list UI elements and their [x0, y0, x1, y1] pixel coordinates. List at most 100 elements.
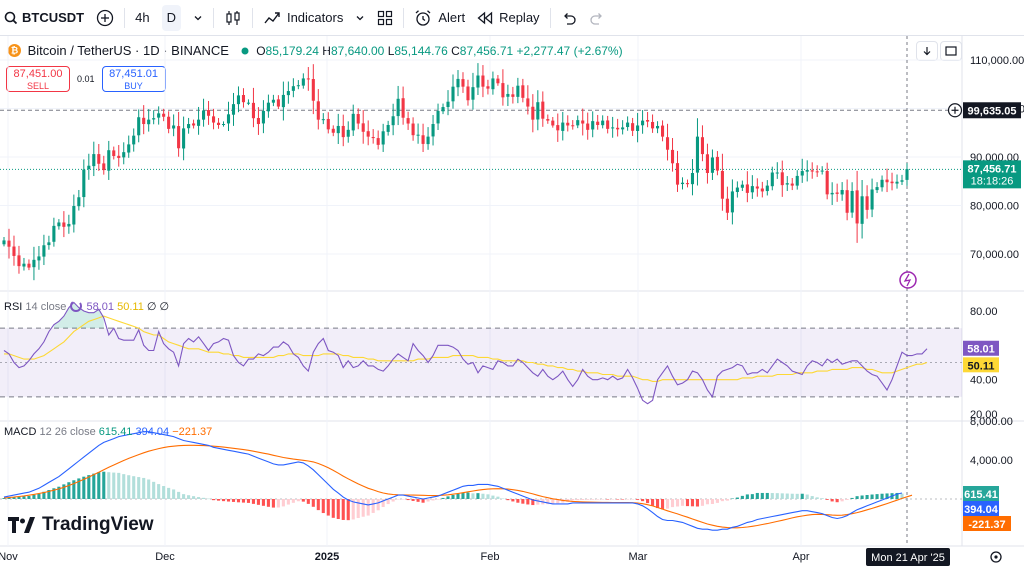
toolbar-divider — [549, 7, 551, 28]
rsi-band — [0, 328, 962, 397]
candle-body — [142, 117, 146, 125]
candle-body — [351, 113, 355, 131]
candle-body — [461, 79, 465, 87]
timeframe-d[interactable]: D — [156, 0, 187, 36]
macd-histogram-bar — [376, 499, 380, 511]
candle-body — [411, 123, 415, 136]
redo-button[interactable] — [583, 0, 611, 36]
price-change: +2,277.47 (+2.67%) — [516, 44, 623, 58]
macd-histogram-bar — [735, 497, 739, 499]
undo-button[interactable] — [555, 0, 583, 36]
candle-body — [301, 78, 305, 86]
indicators-button[interactable]: Indicators — [257, 0, 349, 36]
macd-histogram-bar — [715, 499, 719, 503]
candle-body — [571, 125, 575, 127]
macd-histogram-bar — [566, 499, 570, 502]
candle-body — [576, 120, 580, 126]
macd-histogram-bar — [890, 493, 894, 499]
chart-type-button[interactable] — [218, 0, 248, 36]
candle-body — [311, 79, 315, 101]
replay-button[interactable]: Replay — [471, 0, 545, 36]
scroll-to-realtime-button[interactable] — [916, 41, 938, 61]
candle-body — [102, 163, 106, 171]
macd-histogram-bar — [172, 489, 176, 499]
timeframe-dropdown[interactable] — [187, 0, 209, 36]
macd-histogram-bar — [351, 499, 355, 520]
candle-body — [326, 118, 330, 130]
candle-body — [67, 223, 71, 227]
macd-histogram-bar — [57, 486, 61, 499]
candle-body — [42, 245, 46, 257]
macd-histogram-bar — [371, 499, 375, 513]
macd-histogram-bar — [611, 499, 615, 500]
candle-body — [566, 122, 570, 126]
macd-histogram-bar — [391, 499, 395, 502]
candle-body — [471, 87, 475, 100]
candle-body — [216, 122, 221, 125]
macd-histogram-bar — [820, 498, 824, 499]
macd-histogram-bar — [521, 499, 525, 504]
candle-body — [306, 78, 310, 80]
candle-body — [845, 190, 849, 213]
macd-histogram-bar — [536, 499, 540, 505]
candle-body — [800, 171, 804, 176]
macd-histogram-bar — [830, 499, 834, 502]
current-date-badge — [866, 548, 950, 566]
compare-symbol-button[interactable] — [90, 0, 120, 36]
candle-body — [391, 116, 395, 126]
pair-title: Bitcoin / TetherUS · 1D · BINANCE — [27, 43, 229, 58]
candle-body — [456, 78, 460, 88]
macd-histogram-bar — [17, 496, 21, 499]
macd-histogram-bar — [531, 499, 535, 506]
candle-body — [87, 165, 91, 170]
candle-body — [12, 246, 16, 256]
layouts-button[interactable] — [371, 0, 399, 36]
alert-button[interactable]: Alert — [408, 0, 471, 36]
candle-body — [132, 135, 136, 145]
maximize-pane-button[interactable] — [940, 41, 962, 61]
candle-body — [421, 135, 425, 144]
candle-body — [700, 137, 704, 155]
candle-body — [491, 78, 495, 90]
macd-histogram-bar — [132, 476, 136, 499]
candle-body — [611, 127, 615, 129]
macd-histogram-bar — [321, 499, 325, 514]
current-date-label: Mon 21 Apr '25 — [871, 552, 945, 564]
macd-histogram-bar — [496, 496, 500, 499]
candle-body — [182, 128, 186, 149]
candle-body — [32, 259, 36, 268]
macd-histogram-bar — [187, 495, 191, 499]
macd-histogram-bar — [765, 492, 769, 499]
toolbar-divider — [124, 7, 126, 28]
macd-histogram-bar — [281, 499, 285, 507]
symbol-search[interactable]: BTCUSDT — [0, 0, 90, 36]
rsi-value-badge — [963, 340, 999, 356]
macd-histogram-bar — [207, 498, 211, 500]
timeframe-4h[interactable]: 4h — [135, 10, 150, 25]
sell-button[interactable]: 87,451.00 SELL — [6, 66, 70, 92]
indicators-dropdown[interactable] — [349, 0, 371, 36]
buy-button[interactable]: 87,451.01 BUY — [101, 66, 166, 92]
macd-hist-badge — [963, 486, 999, 501]
macd-histogram-bar — [705, 499, 709, 505]
candle-body — [725, 198, 729, 213]
macd-histogram-bar — [386, 499, 390, 505]
candle-body — [251, 102, 255, 119]
candle-body — [62, 222, 66, 227]
candle-body — [586, 123, 590, 130]
candle-body — [755, 186, 759, 189]
macd-histogram-bar — [197, 497, 201, 499]
macd-line-value: 394.04 — [135, 426, 170, 438]
candle-body — [236, 95, 241, 105]
macd-histogram-bar — [456, 493, 460, 499]
candle-body — [735, 187, 739, 193]
candle-body — [690, 173, 695, 185]
macd-histogram-bar — [102, 471, 106, 499]
macd-histogram-bar — [142, 477, 146, 499]
macd-histogram-bar — [755, 492, 759, 499]
macd-histogram-bar — [596, 499, 600, 500]
candle-body — [825, 170, 829, 195]
candle-body — [321, 119, 325, 121]
candle-body — [466, 86, 470, 101]
candle-body — [815, 171, 819, 173]
